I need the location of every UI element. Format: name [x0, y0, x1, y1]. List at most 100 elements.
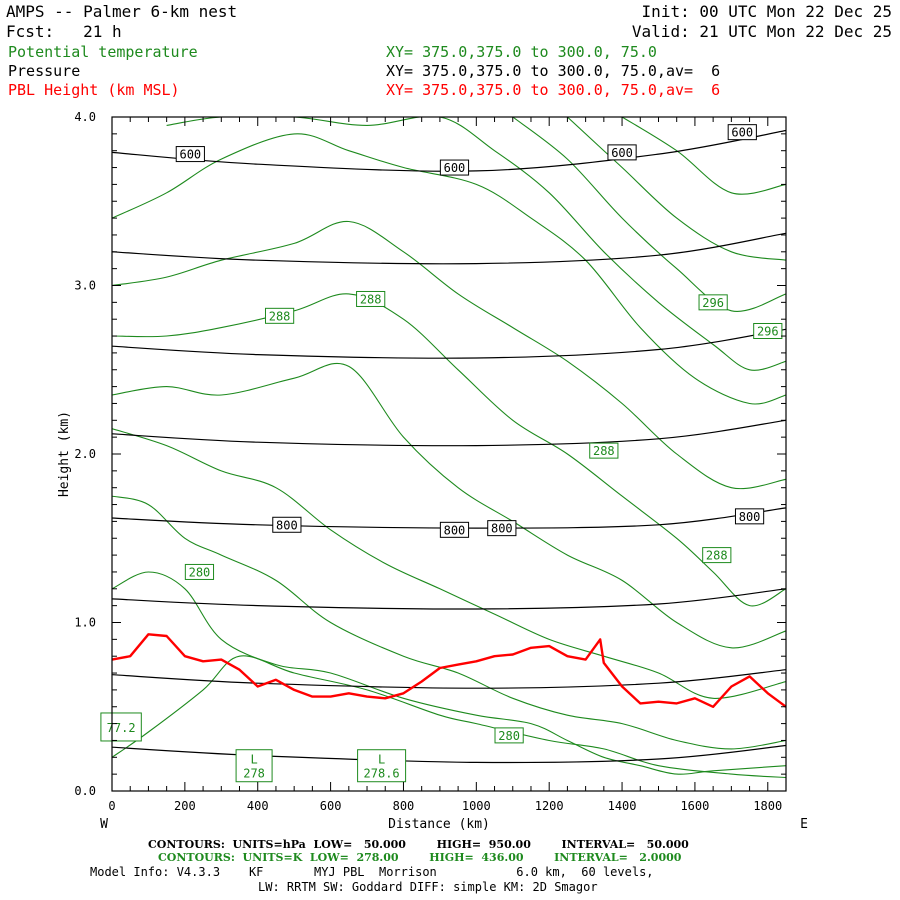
pressure-label-4: 800: [276, 518, 298, 532]
theta-contour-10: [567, 117, 786, 261]
theta-contour-8: [166, 117, 786, 371]
field-xy-theta: XY= 375.0,375.0 to 300.0, 75.0: [386, 43, 657, 61]
pressure-contour-850: [112, 588, 786, 610]
pressure-label-7-box: [734, 508, 765, 525]
theta-contour-4: [112, 362, 786, 649]
pressure-contour-700: [112, 328, 786, 359]
theta-extremum-value-1: 278.6: [364, 767, 400, 781]
theta-contour-5: [112, 293, 786, 607]
theta-label-1: 280: [498, 729, 520, 743]
x-tick-label: 800: [393, 799, 415, 813]
pbl-series: [111, 633, 787, 708]
y-tick-label: 2.0: [74, 447, 96, 461]
pressure-label-3: 600: [731, 126, 753, 140]
pressure-label-0: 600: [179, 148, 201, 162]
footer-physics: LW: RRTM SW: Goddard DIFF: simple KM: 2D…: [258, 880, 598, 894]
pressure-label-2-box: [607, 144, 637, 161]
x-tick-label: 1200: [535, 799, 564, 813]
chart-axes: 0 200 400 600 800 1000 1200 1400 1600 1800 0.0 1.0 2…: [57, 110, 808, 832]
x-tick-label: 200: [174, 799, 196, 813]
field-name-pbl: PBL Height (km MSL): [8, 81, 180, 99]
theta-label-5-box: [702, 547, 732, 564]
map-title: AMPS -- Palmer 6-km nest: [6, 2, 238, 21]
theta-contour-3: [112, 428, 786, 699]
footer-theta-contours: CONTOURS: UNITS=K LOW= 278.00 HIGH= 436.…: [158, 851, 682, 864]
pressure-label-2: 600: [611, 146, 633, 160]
theta-label-2-box: [264, 307, 295, 324]
y-tick-label: 0.0: [74, 784, 96, 798]
theta-contour-2: [112, 495, 786, 750]
field-name-pressure: Pressure: [8, 62, 81, 80]
x-axis-label: Distance (km): [388, 817, 490, 832]
theta-extremum-box-1: [357, 749, 407, 783]
theta-label-5: 288: [706, 549, 728, 563]
theta-contour-7: [112, 133, 786, 405]
theta-label-3: 288: [360, 292, 382, 306]
pressure-label-4-box: [272, 516, 302, 533]
pressure-contour-950: [112, 744, 786, 764]
pressure-label-0-box: [175, 146, 205, 163]
theta-label-4-box: [589, 442, 619, 459]
pressure-contour-650: [112, 232, 786, 265]
x-tick-label: 1800: [753, 799, 782, 813]
pressure-label-5-box: [439, 521, 470, 538]
pressure-contour-600: [112, 129, 786, 172]
theta-label-1-box: [494, 727, 524, 744]
theta-contour-0: [112, 655, 786, 779]
x-axis-west-label: W: [100, 817, 108, 832]
x-axis-east-label: E: [800, 817, 808, 832]
x-tick-label: 600: [320, 799, 342, 813]
forecast-hour: Fcst: 21 h: [6, 22, 122, 41]
pressure-label-7: 800: [739, 510, 761, 524]
theta-contours: [112, 117, 786, 779]
valid-time: Valid: 21 UTC Mon 22 Dec 25: [631, 22, 892, 41]
pbl-height-line: [111, 633, 787, 708]
theta-label-6: 296: [702, 296, 724, 310]
y-tick-label: 4.0: [74, 110, 96, 124]
y-axis-label: Height (km): [57, 411, 72, 497]
theta-extremum-kind-1: L: [378, 753, 385, 767]
x-tick-label: 1400: [608, 799, 637, 813]
theta-label-0-box: [184, 563, 215, 580]
x-tick-label: 1600: [680, 799, 709, 813]
pressure-label-5: 800: [444, 523, 466, 537]
pressure-label-6: 800: [491, 522, 513, 536]
theta-label-7-box: [753, 322, 783, 339]
theta-label-7: 296: [757, 324, 779, 338]
theta-label-3-box: [356, 290, 386, 307]
field-xy-pbl: XY= 375.0,375.0 to 300.0, 75.0,av= 6: [386, 81, 721, 99]
theta-extremum-box-0: [235, 749, 273, 783]
pressure-contour-800: [112, 507, 786, 529]
plot-frame: [111, 116, 787, 792]
theta-contour-1: [112, 571, 786, 775]
y-tick-label: 3.0: [74, 279, 96, 293]
theta-extremum-value-0: 278: [243, 767, 265, 781]
pressure-label-1: 600: [444, 161, 466, 175]
pressure-label-1-box: [439, 159, 470, 176]
theta-contour-11: [621, 117, 786, 195]
x-tick-label: 400: [247, 799, 269, 813]
theta-extremum-kind-0: L: [250, 753, 257, 767]
pressure-contour-900: [112, 669, 786, 689]
theta-label-4: 288: [593, 444, 615, 458]
pressure-contour-750: [112, 419, 786, 447]
field-xy-pressure: XY= 375.0,375.0 to 300.0, 75.0,av= 6: [386, 62, 721, 80]
theta-contour-9: [512, 117, 786, 312]
theta-label-0: 280: [189, 565, 211, 579]
x-tick-label: 0: [108, 799, 115, 813]
theta-contour-6: [112, 220, 786, 490]
theta-extremum-value-2: 77.2: [107, 721, 136, 735]
footer-pressure-contours: CONTOURS: UNITS=hPa LOW= 50.000 HIGH= 95…: [148, 838, 689, 851]
theta-extremum-box-2: [100, 712, 142, 742]
theta-label-2: 288: [269, 309, 291, 323]
pressure-label-3-box: [727, 124, 757, 141]
pressure-label-6-box: [487, 520, 517, 537]
footer-model-info: Model Info: V4.3.3 KF MYJ PBL Morrison 6…: [90, 865, 654, 879]
field-name-theta: Potential temperature: [8, 43, 198, 61]
y-tick-label: 1.0: [74, 616, 96, 630]
init-time: Init: 00 UTC Mon 22 Dec 25: [641, 2, 892, 21]
theta-label-6-box: [698, 294, 728, 311]
x-tick-label: 1000: [462, 799, 491, 813]
contour-labels: 600 600 600 600 800 800 800 800 280 280 288 288 288 2…: [100, 124, 783, 783]
